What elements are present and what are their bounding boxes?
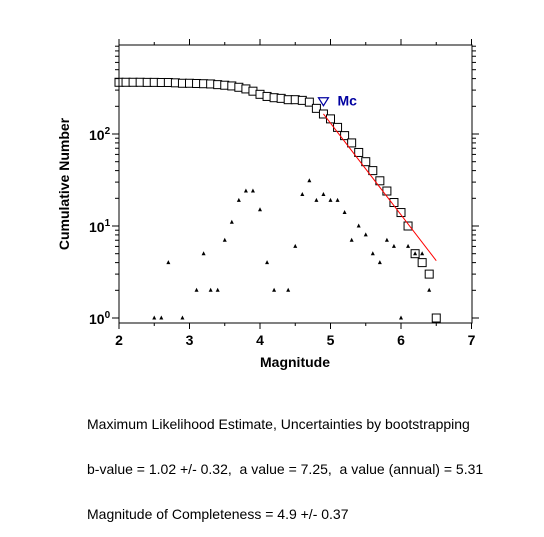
cumulative-point <box>389 198 399 208</box>
noncumulative-point <box>180 315 185 320</box>
noncumulative-point <box>236 197 241 202</box>
noncumulative-point <box>166 260 171 265</box>
y-tick-label: 101 <box>89 218 111 235</box>
caption-b-value-line: b-value = 1.02 +/- 0.32, a value = 7.25,… <box>87 461 484 477</box>
x-tick-label: 2 <box>115 332 123 348</box>
noncumulative-point <box>363 232 368 237</box>
x-tick-label: 7 <box>468 332 476 348</box>
noncumulative-point <box>229 219 234 224</box>
noncumulative-point <box>243 188 248 193</box>
x-tick-label: 3 <box>186 332 194 348</box>
y-axis-label: Cumulative Number <box>56 117 72 250</box>
cumulative-point <box>431 313 441 323</box>
noncumulative-point <box>420 251 425 256</box>
cumulative-point <box>368 166 378 176</box>
noncumulative-point <box>258 207 262 212</box>
noncumulative-point <box>300 191 305 196</box>
mc-marker <box>317 97 330 107</box>
x-tick-label: 6 <box>397 332 405 348</box>
noncumulative-point <box>159 315 164 320</box>
x-axis-label: Magnitude <box>260 354 330 370</box>
noncumulative-point <box>152 315 157 320</box>
cumulative-point <box>375 176 385 186</box>
cumulative-point <box>424 269 434 279</box>
noncumulative-point <box>427 287 432 292</box>
y-tick-exponent: 2 <box>105 126 111 137</box>
cumulative-point <box>417 258 427 268</box>
noncumulative-point <box>356 223 361 228</box>
noncumulative-point <box>314 197 319 202</box>
x-tick-label: 4 <box>256 332 264 348</box>
noncumulative-point <box>342 210 347 215</box>
caption-method-line: Maximum Likelihood Estimate, Uncertainti… <box>87 416 470 432</box>
noncumulative-point <box>349 237 354 242</box>
y-tick-label: 100 <box>89 310 111 327</box>
mc-label: Mc <box>337 93 357 109</box>
noncumulative-point <box>384 237 389 242</box>
noncumulative-point <box>335 197 340 202</box>
noncumulative-point <box>208 287 213 292</box>
noncumulative-point <box>265 260 270 265</box>
cumulative-point <box>304 97 314 107</box>
annotation-layer: Mc <box>317 93 357 109</box>
cumulative-point <box>382 186 392 196</box>
noncumulative-point <box>328 197 333 202</box>
noncumulative-point <box>293 243 298 248</box>
noncumulative-point <box>201 251 206 256</box>
noncumulative-point <box>222 237 227 242</box>
noncumulative-point <box>307 178 312 183</box>
cumulative-point <box>354 147 364 157</box>
cumulative-point <box>403 221 413 231</box>
y-tick-exponent: 0 <box>105 310 111 321</box>
noncumulative-point <box>272 287 277 292</box>
noncumulative-point <box>215 287 220 292</box>
cumulative-point <box>333 122 343 132</box>
x-tick-label: 5 <box>327 332 335 348</box>
cumulative-point <box>396 208 406 218</box>
cumulative-point <box>347 138 357 148</box>
y-tick-label: 102 <box>89 126 111 143</box>
caption-completeness-line: Magnitude of Completeness = 4.9 +/- 0.37 <box>87 506 349 522</box>
fit-line <box>323 113 437 261</box>
estimate-caption: Maximum Likelihood Estimate, Uncertainti… <box>87 387 483 537</box>
y-tick-exponent: 1 <box>105 218 111 229</box>
series-layer <box>114 77 441 323</box>
noncumulative-point <box>406 243 411 248</box>
noncumulative-point <box>286 287 291 292</box>
noncumulative-point <box>391 243 396 248</box>
noncumulative-point <box>413 251 418 256</box>
cumulative-point <box>311 103 321 113</box>
noncumulative-point <box>194 287 199 292</box>
cumulative-point <box>361 157 371 167</box>
noncumulative-point <box>377 260 382 265</box>
noncumulative-point <box>321 191 326 196</box>
noncumulative-point <box>250 188 255 193</box>
noncumulative-point <box>399 315 403 320</box>
noncumulative-point <box>370 251 375 256</box>
